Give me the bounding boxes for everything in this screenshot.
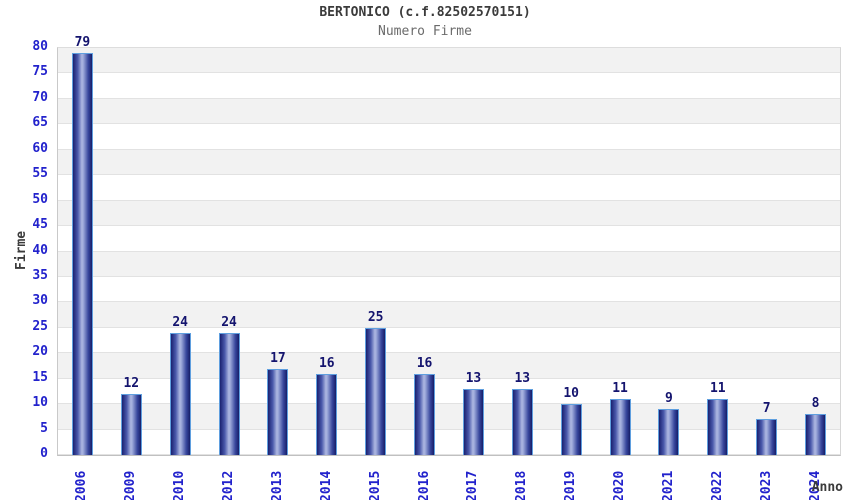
- bar-value-label: 79: [74, 35, 91, 51]
- y-tick-80: 80: [32, 39, 48, 54]
- bar-value-label: 16: [416, 355, 433, 371]
- x-tick-2016: 2016: [416, 470, 432, 500]
- bar-2022: [707, 399, 729, 455]
- y-tick-55: 55: [32, 166, 48, 182]
- x-tick-2014: 2014: [318, 470, 334, 500]
- bar-2013: [267, 368, 289, 455]
- bar-value-label: 24: [221, 314, 237, 330]
- y-tick-45: 45: [32, 217, 48, 233]
- bar-value-label: 13: [514, 370, 531, 386]
- bar-value-label: 17: [270, 350, 286, 366]
- x-tick-2019: 2019: [563, 470, 579, 500]
- x-tick-2021: 2021: [660, 470, 676, 500]
- y-tick-10: 10: [32, 395, 48, 411]
- plot-area: 79 12 24 24 17 16 25 16 13 13 10 11 9 11 7 8: [57, 36, 841, 456]
- y-tick-60: 60: [32, 140, 48, 156]
- bar-2017: [462, 388, 484, 455]
- grid-band: [58, 276, 840, 303]
- x-tick-2022: 2022: [709, 470, 725, 500]
- grid-band: [58, 48, 840, 74]
- bar-2019: [560, 404, 582, 455]
- y-tick-15: 15: [32, 369, 48, 385]
- bar-value-label: 11: [709, 381, 726, 397]
- chart-title: BERTONICO (c.f.82502570151): [319, 5, 531, 20]
- x-tick-2015: 2015: [367, 470, 383, 500]
- grid-band: [58, 124, 840, 150]
- bar-value-label: 24: [172, 314, 189, 330]
- x-tick-2009: 2009: [123, 470, 139, 500]
- grid-band: [58, 73, 840, 99]
- bar-value-label: 25: [367, 309, 384, 325]
- bar-2018: [511, 388, 533, 455]
- bar-value-label: 16: [318, 355, 335, 371]
- grid-band: [58, 175, 840, 201]
- bar-2010: [169, 332, 191, 455]
- bar-2009: [120, 393, 142, 455]
- grid-band: [58, 98, 840, 125]
- y-tick-0: 0: [40, 446, 48, 461]
- y-tick-30: 30: [32, 293, 48, 309]
- x-tick-2020: 2020: [612, 470, 628, 500]
- grid-band: [58, 226, 840, 252]
- x-tick-2023: 2023: [758, 470, 774, 500]
- grid-band: [58, 302, 840, 328]
- bar-2006: [71, 53, 93, 455]
- y-tick-40: 40: [32, 242, 48, 258]
- bar-value-label: 7: [762, 401, 771, 417]
- y-tick-35: 35: [32, 267, 48, 283]
- x-tick-2013: 2013: [269, 470, 285, 500]
- bar-2015: [365, 327, 387, 455]
- bar-2012: [218, 332, 240, 455]
- y-tick-5: 5: [40, 420, 48, 436]
- bar-value-label: 12: [123, 375, 140, 391]
- bar-value-label: 13: [465, 370, 482, 386]
- bar-2014: [316, 373, 338, 455]
- bar-2016: [414, 373, 436, 455]
- x-tick-2010: 2010: [172, 470, 188, 500]
- bar-value-label: 8: [811, 396, 820, 412]
- bar-value-label: 11: [612, 381, 628, 397]
- x-tick-2018: 2018: [514, 470, 530, 500]
- grid-band: [58, 251, 840, 277]
- x-tick-2006: 2006: [74, 470, 90, 500]
- x-tick-2012: 2012: [221, 470, 237, 500]
- y-tick-50: 50: [32, 191, 48, 207]
- bar-value-label: 10: [563, 386, 580, 402]
- y-tick-65: 65: [32, 115, 48, 131]
- y-tick-20: 20: [32, 344, 48, 360]
- y-tick-75: 75: [32, 64, 48, 80]
- bar-2020: [609, 399, 631, 455]
- bar-2023: [756, 419, 778, 455]
- bar-2024: [805, 414, 827, 455]
- chart-subtitle: Numero Firme: [378, 24, 472, 39]
- bar-value-label: 9: [665, 391, 673, 407]
- x-axis-title: Anno: [811, 480, 843, 495]
- grid-band: [58, 200, 840, 227]
- x-tick-2017: 2017: [465, 470, 481, 500]
- grid-band: [58, 149, 840, 176]
- y-tick-70: 70: [32, 89, 48, 105]
- y-tick-25: 25: [32, 318, 48, 334]
- bar-2021: [658, 409, 680, 455]
